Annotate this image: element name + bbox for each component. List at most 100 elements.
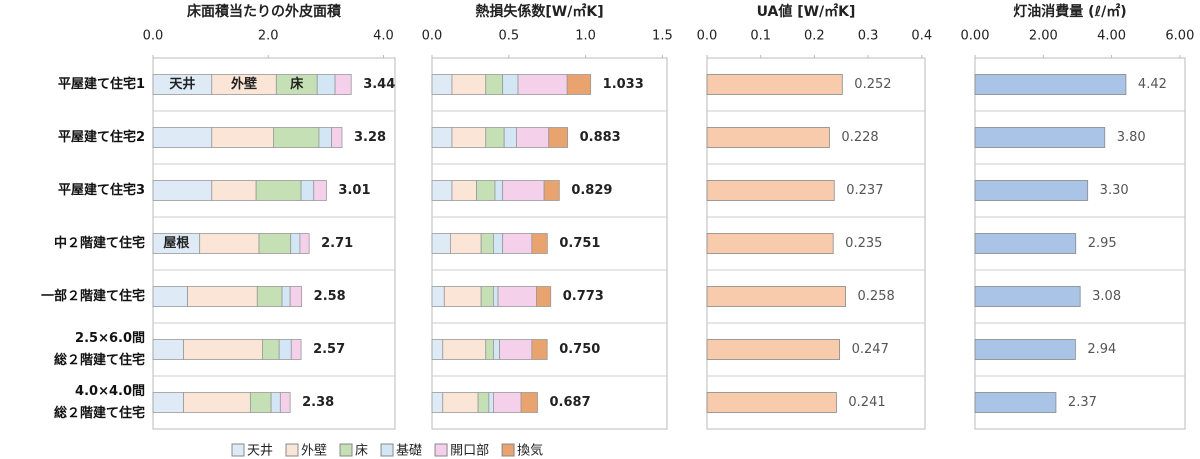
x-tick-label: 6.00: [1165, 29, 1194, 44]
value-label: 3.30: [1100, 183, 1129, 198]
bar-segment: [485, 339, 494, 360]
bar-segment: [256, 286, 283, 307]
x-tick-label: 1.5: [652, 29, 673, 44]
bar-segment: [183, 392, 251, 413]
bar-segment: [442, 392, 479, 413]
x-tick-label: 0.3: [858, 29, 879, 44]
bar-segment: [152, 180, 213, 201]
legend-swatch: [501, 443, 515, 457]
x-tick-label: 1.0: [575, 29, 596, 44]
total-label: 2.38: [302, 395, 334, 410]
legend-swatch: [380, 443, 394, 457]
x-tick-label: 2.0: [258, 29, 279, 44]
bar-segment: [262, 339, 280, 360]
bar-segment: [531, 339, 548, 360]
bar-segment: [480, 233, 494, 254]
bar-segment: [318, 127, 333, 148]
value-label: 0.247: [852, 342, 889, 357]
total-label: 0.883: [580, 130, 621, 145]
bar-segment: [493, 392, 522, 413]
bar-segment: [279, 392, 291, 413]
segment-annotation: 天井: [169, 76, 195, 92]
segment-annotation: 外壁: [230, 76, 257, 92]
total-label: 0.687: [550, 395, 591, 410]
bar-segment: [258, 233, 292, 254]
bar-segment: [281, 286, 291, 307]
total-label: 0.751: [559, 236, 600, 251]
bar-segment: [531, 233, 548, 254]
bar: [706, 392, 837, 413]
bar-segment: [442, 339, 487, 360]
total-label: 3.44: [363, 77, 395, 92]
bar-segment: [431, 286, 445, 307]
value-label: 0.258: [858, 289, 895, 304]
bar-segment: [316, 74, 336, 95]
bar: [974, 233, 1077, 254]
chart-title: 床面積当たりの外皮面積: [187, 3, 342, 20]
legend-swatch: [231, 443, 245, 457]
bar: [706, 180, 835, 201]
bar-segment: [499, 339, 533, 360]
bar: [974, 74, 1127, 95]
x-tick-label: 2.00: [1029, 29, 1058, 44]
total-label: 0.829: [571, 183, 612, 198]
x-tick-label: 0.0: [697, 29, 718, 44]
x-tick-label: 0.0: [143, 29, 164, 44]
bar-segment: [199, 233, 260, 254]
bar-segment: [273, 127, 320, 148]
bar-segment: [476, 180, 496, 201]
bar-segment: [494, 180, 504, 201]
bar-segment: [211, 180, 257, 201]
chart-title: 熱損失係数[W/㎡K]: [475, 3, 603, 20]
total-label: 0.773: [563, 289, 604, 304]
legend-label: 換気: [517, 443, 543, 459]
value-label: 2.94: [1087, 342, 1116, 357]
bar-segment: [451, 74, 487, 95]
total-label: 2.58: [314, 289, 346, 304]
category-label: 平屋建て住宅1: [57, 76, 145, 92]
legend-swatch: [339, 443, 353, 457]
bar-segment: [477, 392, 490, 413]
value-label: 0.237: [846, 183, 883, 198]
x-tick-label: 0.4: [911, 29, 932, 44]
bar-segment: [503, 127, 517, 148]
value-label: 0.252: [854, 77, 891, 92]
bar: [706, 74, 843, 95]
x-tick-label: 0.2: [804, 29, 825, 44]
category-label: 一部２階建て住宅: [40, 288, 145, 304]
bar: [706, 339, 841, 360]
bar: [974, 392, 1057, 413]
bar-segment: [543, 180, 560, 201]
bar-segment: [300, 180, 315, 201]
bar-segment: [480, 286, 494, 307]
category-label: 中２階建て住宅: [53, 235, 145, 251]
legend-label: 開口部: [450, 444, 489, 459]
bar-segment: [485, 74, 504, 95]
bar-segment: [334, 74, 352, 95]
bar-segment: [443, 286, 482, 307]
bar-segment: [290, 233, 301, 254]
chart-title: 灯油消費量 (ℓ/㎡): [1013, 3, 1126, 20]
x-tick-label: 4.00: [1097, 29, 1126, 44]
bar-segment: [290, 339, 302, 360]
bar-segment: [516, 127, 550, 148]
bar-segment: [249, 392, 272, 413]
bar-segment: [431, 233, 451, 254]
category-label: 2.5×6.0間 総２階建て住宅: [53, 330, 145, 368]
bar-segment: [493, 286, 499, 307]
segment-annotation: 屋根: [163, 235, 190, 251]
category-label: 4.0×4.0間 総２階建て住宅: [53, 383, 145, 421]
bar-segment: [289, 286, 303, 307]
total-label: 3.28: [354, 130, 386, 145]
value-label: 2.37: [1068, 395, 1097, 410]
value-label: 0.235: [845, 236, 882, 251]
legend-swatch: [434, 443, 448, 457]
total-label: 2.57: [313, 342, 345, 357]
bar-segment: [331, 127, 343, 148]
bar-segment: [488, 392, 494, 413]
bar-segment: [431, 392, 444, 413]
bar-segment: [313, 180, 327, 201]
bar-segment: [502, 180, 545, 201]
legend-label: 外壁: [301, 444, 327, 459]
